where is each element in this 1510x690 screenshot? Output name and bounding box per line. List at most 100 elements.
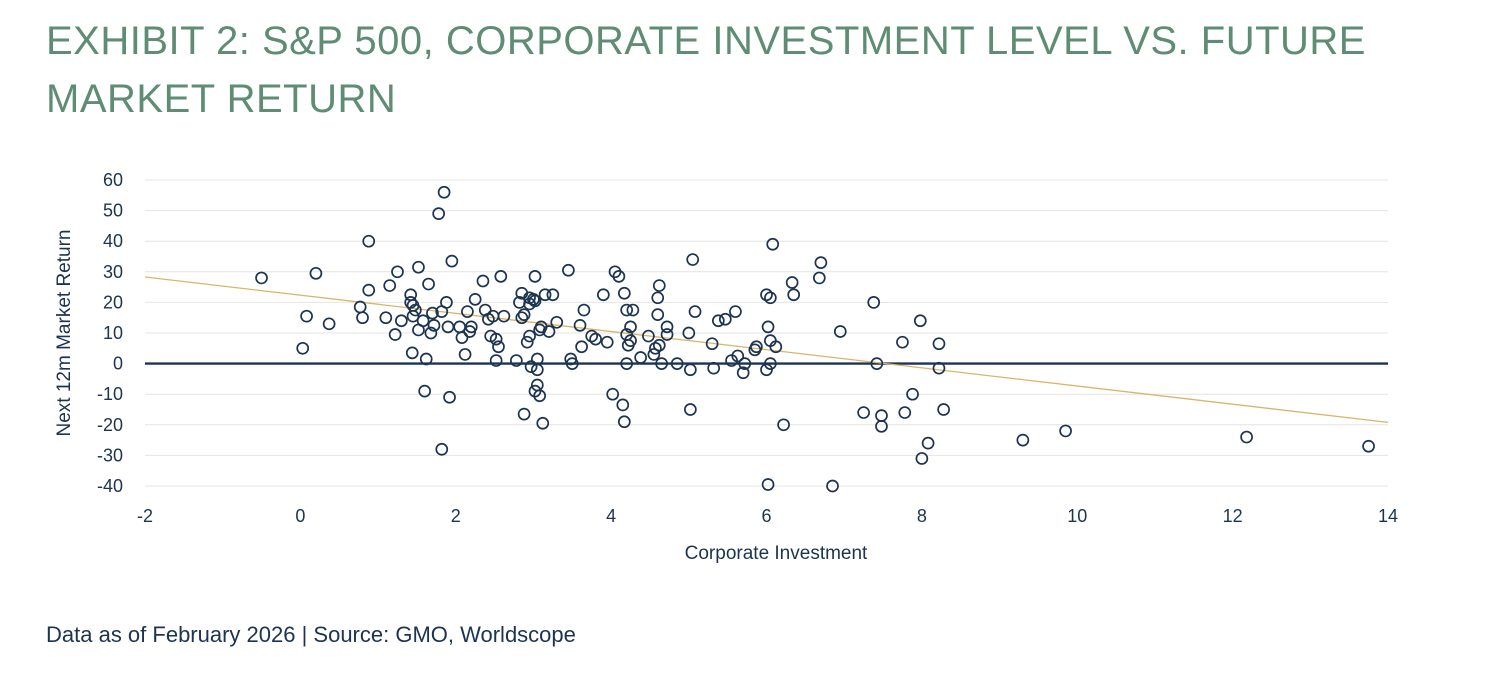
data-point [617,286,631,300]
x-tick-label: -2 [137,506,153,526]
x-tick-label: 12 [1223,506,1243,526]
data-point [520,335,534,349]
y-tick-label: 30 [103,262,123,282]
data-point [616,398,630,412]
data-point [660,320,674,334]
data-point [655,357,668,370]
data-point [546,288,560,302]
data-point [585,329,599,343]
data-point [684,363,697,377]
data-point [875,419,888,433]
exhibit-title: EXHIBIT 2: S&P 500, CORPORATE INVESTMENT… [46,19,1366,121]
data-point [527,292,540,306]
x-tick-label: 10 [1067,506,1087,526]
data-point [634,351,647,364]
data-point [764,357,777,370]
data-point [435,442,449,456]
data-point [670,357,684,370]
data-point [427,319,441,332]
data-point [536,416,550,430]
data-point [443,390,456,404]
data-point [738,357,752,370]
data-point [624,334,637,347]
y-tick-label: -30 [97,445,123,465]
data-point [686,253,700,266]
x-axis-label: Corporate Investment [685,543,868,564]
data-point [573,319,587,332]
data-point [718,312,732,326]
data-point [620,303,634,317]
data-point [458,348,472,361]
data-point [383,279,397,292]
data-point [777,418,790,432]
data-point [362,234,376,248]
data-point [395,314,408,328]
data-point [517,407,531,421]
data-point [419,352,433,366]
data-point [729,305,742,318]
trendline-segment [144,276,1389,423]
data-point [731,349,745,363]
x-tick-labels: -2 0 2 4 6 8 10 12 14 [137,506,1398,526]
data-point [597,288,610,302]
data-point [528,294,542,308]
data-point [406,309,420,323]
data-point [612,270,626,283]
data-point [921,436,935,450]
data-point [255,271,268,285]
data-point [711,314,725,328]
data-point [915,452,929,465]
data-point [833,325,847,338]
data-point [409,303,422,317]
data-point [445,254,459,268]
y-tick-label: -10 [97,384,123,404]
data-point [418,384,432,398]
data-point [642,329,655,343]
data-point [932,361,946,375]
data-point [688,305,702,318]
data-point [620,357,634,370]
data-point [524,360,538,374]
data-point [528,270,542,283]
y-axis-label: Next 12m Market Return [54,230,75,437]
data-point [913,314,927,328]
data-point [538,288,552,302]
data-point [492,340,505,354]
data-point [426,306,439,320]
y-tick-label: 10 [103,323,123,343]
data-point [1059,424,1072,438]
data-point [682,326,696,340]
data-point [565,357,579,370]
data-point [814,256,828,269]
data-point [517,308,531,321]
data-point [1362,439,1375,453]
y-tick-label: 20 [103,292,123,312]
data-point [906,387,919,401]
y-tick-label: 60 [103,170,123,190]
data-point [489,354,503,367]
data-point [468,292,482,306]
x-tick-label: 2 [451,506,461,526]
data-point [651,291,665,305]
data-point [750,340,763,354]
y-tick-label: -20 [97,415,123,435]
data-point [412,260,425,274]
data-point [494,270,508,283]
data-point [309,266,323,280]
data-points [255,185,1375,493]
data-point [857,406,870,419]
data-point [764,291,777,305]
data-point [626,303,640,317]
data-point [388,328,402,341]
data-point [589,332,602,346]
data-point [575,340,588,354]
data-point [379,311,393,325]
data-point [870,357,884,370]
data-point [464,320,478,334]
data-point [1016,433,1030,447]
data-point [652,338,666,352]
data-point [652,279,666,292]
data-point [440,296,453,309]
data-point [523,329,536,343]
